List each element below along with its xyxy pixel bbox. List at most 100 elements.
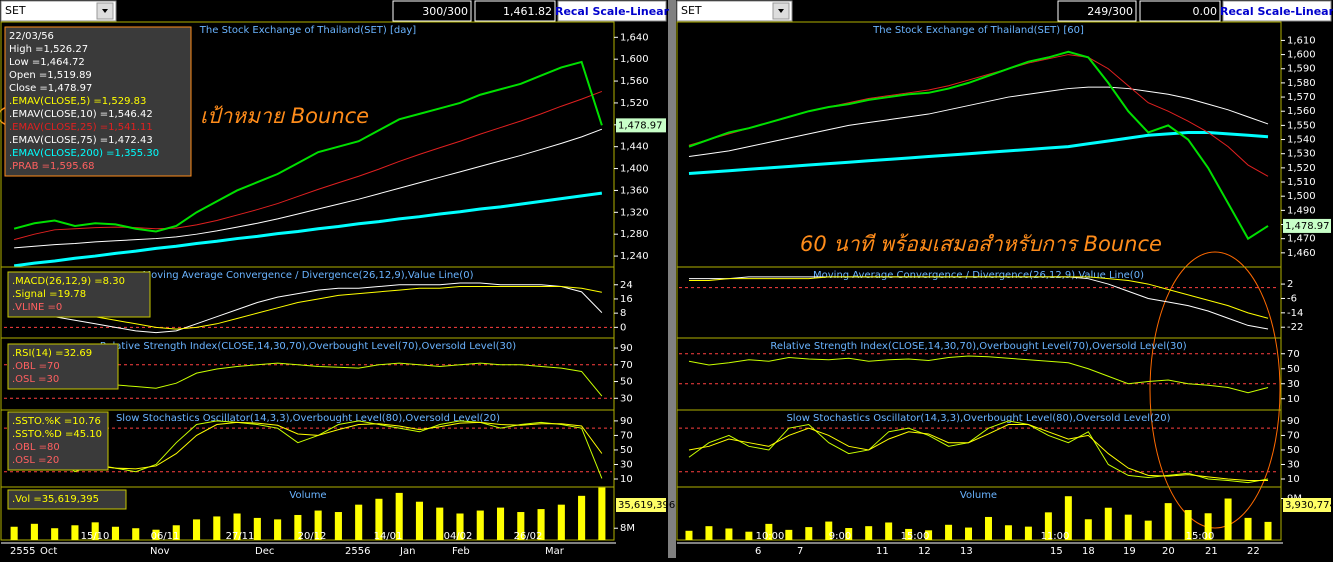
info-box	[7, 343, 119, 390]
count: 249/300	[1087, 5, 1133, 18]
y-tick-label: 8M	[620, 523, 635, 534]
indicator-line	[688, 50, 1269, 241]
indicator-line	[688, 130, 1269, 176]
info-line: .RSI(14) =32.69	[12, 348, 92, 359]
pane-title: Slow Stochastics Oscillator(14,3,3),Over…	[116, 413, 500, 424]
x-period-label: Nov	[150, 546, 170, 557]
volume-bar	[233, 513, 241, 540]
x-period-label: Jan	[399, 546, 415, 557]
value-box	[1139, 0, 1221, 22]
pane-frame	[676, 486, 1282, 541]
volume-bar	[30, 523, 38, 540]
pane-title: Volume	[960, 490, 997, 501]
info-line: .OBL =70	[12, 361, 60, 372]
x-period-label: Mar	[545, 546, 565, 557]
last-value-box	[616, 498, 666, 512]
y-tick-label: -22	[1287, 322, 1303, 333]
volume-bar	[578, 495, 586, 540]
divider	[668, 0, 676, 558]
y-tick-label: 1,590	[1287, 64, 1316, 75]
x-period-label: 11	[876, 546, 889, 557]
info-box	[7, 489, 127, 510]
last-value: 1,478.97	[618, 120, 663, 131]
info-box	[7, 271, 151, 318]
symbol-dropdown[interactable]	[0, 0, 117, 22]
x-tick-label: 11:00	[1041, 531, 1070, 542]
volume-bar	[537, 509, 545, 540]
volume-bar	[476, 510, 484, 540]
volume-bar	[1184, 510, 1192, 540]
indicator-line	[14, 286, 602, 330]
x-period-label: 22	[1247, 546, 1260, 557]
count: 300/300	[422, 5, 468, 18]
volume-bar	[945, 524, 953, 540]
y-tick-label: -14	[1287, 308, 1303, 319]
info-box	[4, 26, 192, 177]
indicator-line	[13, 421, 603, 470]
recal-label[interactable]: Recal Scale-Linear	[1220, 5, 1333, 18]
y-tick-label: 70	[1287, 430, 1300, 441]
volume-bar	[152, 529, 160, 540]
volume-bar	[845, 528, 853, 540]
recal-label[interactable]: Recal Scale-Linear	[555, 5, 670, 18]
y-tick-label: 1,460	[1287, 248, 1316, 259]
x-tick-label: 10:00	[756, 531, 785, 542]
y-tick-label: 1,550	[1287, 120, 1316, 131]
volume-bar	[172, 525, 180, 540]
y-tick-label: 1,490	[1287, 205, 1316, 216]
y-tick-label: 1,240	[620, 251, 649, 262]
x-period-label: 2556	[345, 546, 370, 557]
volume-bar	[1104, 507, 1112, 540]
pane-title: Relative Strength Index(CLOSE,14,30,70),…	[770, 341, 1186, 352]
y-tick-label: 1,570	[1287, 92, 1316, 103]
volume-bar	[1164, 503, 1172, 540]
volume-bar	[925, 530, 933, 540]
y-tick-label: 1,280	[620, 229, 649, 240]
info-line: .OSL =30	[12, 374, 59, 385]
last-value-box	[1283, 218, 1331, 233]
symbol[interactable]: SET	[681, 4, 702, 17]
info-line: .EMAV(CLOSE,75) =1,472.43	[9, 135, 153, 146]
x-tick-label: 9:00	[829, 531, 851, 542]
info-line: Close =1,478.97	[9, 83, 92, 94]
info-line: Open =1,519.89	[9, 70, 92, 81]
y-tick-label: 70	[620, 430, 633, 441]
volume-bar	[253, 517, 261, 540]
y-tick-label: 1,540	[1287, 135, 1316, 146]
volume-bar	[213, 516, 221, 540]
indicator-line	[688, 420, 1269, 484]
info-line: High =1,526.27	[9, 44, 88, 55]
y-tick-label: 1,530	[1287, 149, 1316, 160]
volume-bar	[745, 531, 753, 540]
arrow-icon	[778, 9, 784, 13]
info-line: .OSL =20	[12, 455, 59, 466]
indicator-line	[14, 128, 603, 249]
volume-bar	[496, 507, 505, 540]
y-tick-label: 1,510	[1287, 177, 1316, 188]
info-line: .SSTO.%K =10.76	[12, 416, 101, 427]
indicator-line	[688, 86, 1269, 158]
y-tick-label: 10	[1287, 474, 1300, 485]
x-period-label: 15	[1050, 546, 1063, 557]
x-period-label: 21	[1205, 546, 1218, 557]
y-tick-label: 10	[1287, 394, 1300, 405]
y-tick-label: 30	[620, 393, 633, 404]
volume-bar	[375, 498, 383, 540]
recal-button[interactable]	[557, 0, 667, 22]
indicator-line	[688, 276, 1269, 330]
volume-bar	[965, 527, 973, 540]
volume-bar	[825, 521, 833, 540]
y-tick-label: 0	[620, 322, 626, 333]
symbol-dropdown[interactable]	[676, 0, 793, 22]
symbol[interactable]: SET	[5, 4, 26, 17]
y-tick-label: 1,520	[1287, 163, 1316, 174]
x-period-label: 6	[755, 546, 761, 557]
volume-bar	[785, 529, 793, 540]
volume-bar	[865, 526, 873, 540]
volume-bar	[192, 519, 201, 540]
recal-button[interactable]	[1222, 0, 1332, 22]
indicator-line	[688, 424, 1269, 481]
y-tick-label: 30	[1287, 459, 1300, 470]
pane-title: Volume	[289, 490, 326, 501]
